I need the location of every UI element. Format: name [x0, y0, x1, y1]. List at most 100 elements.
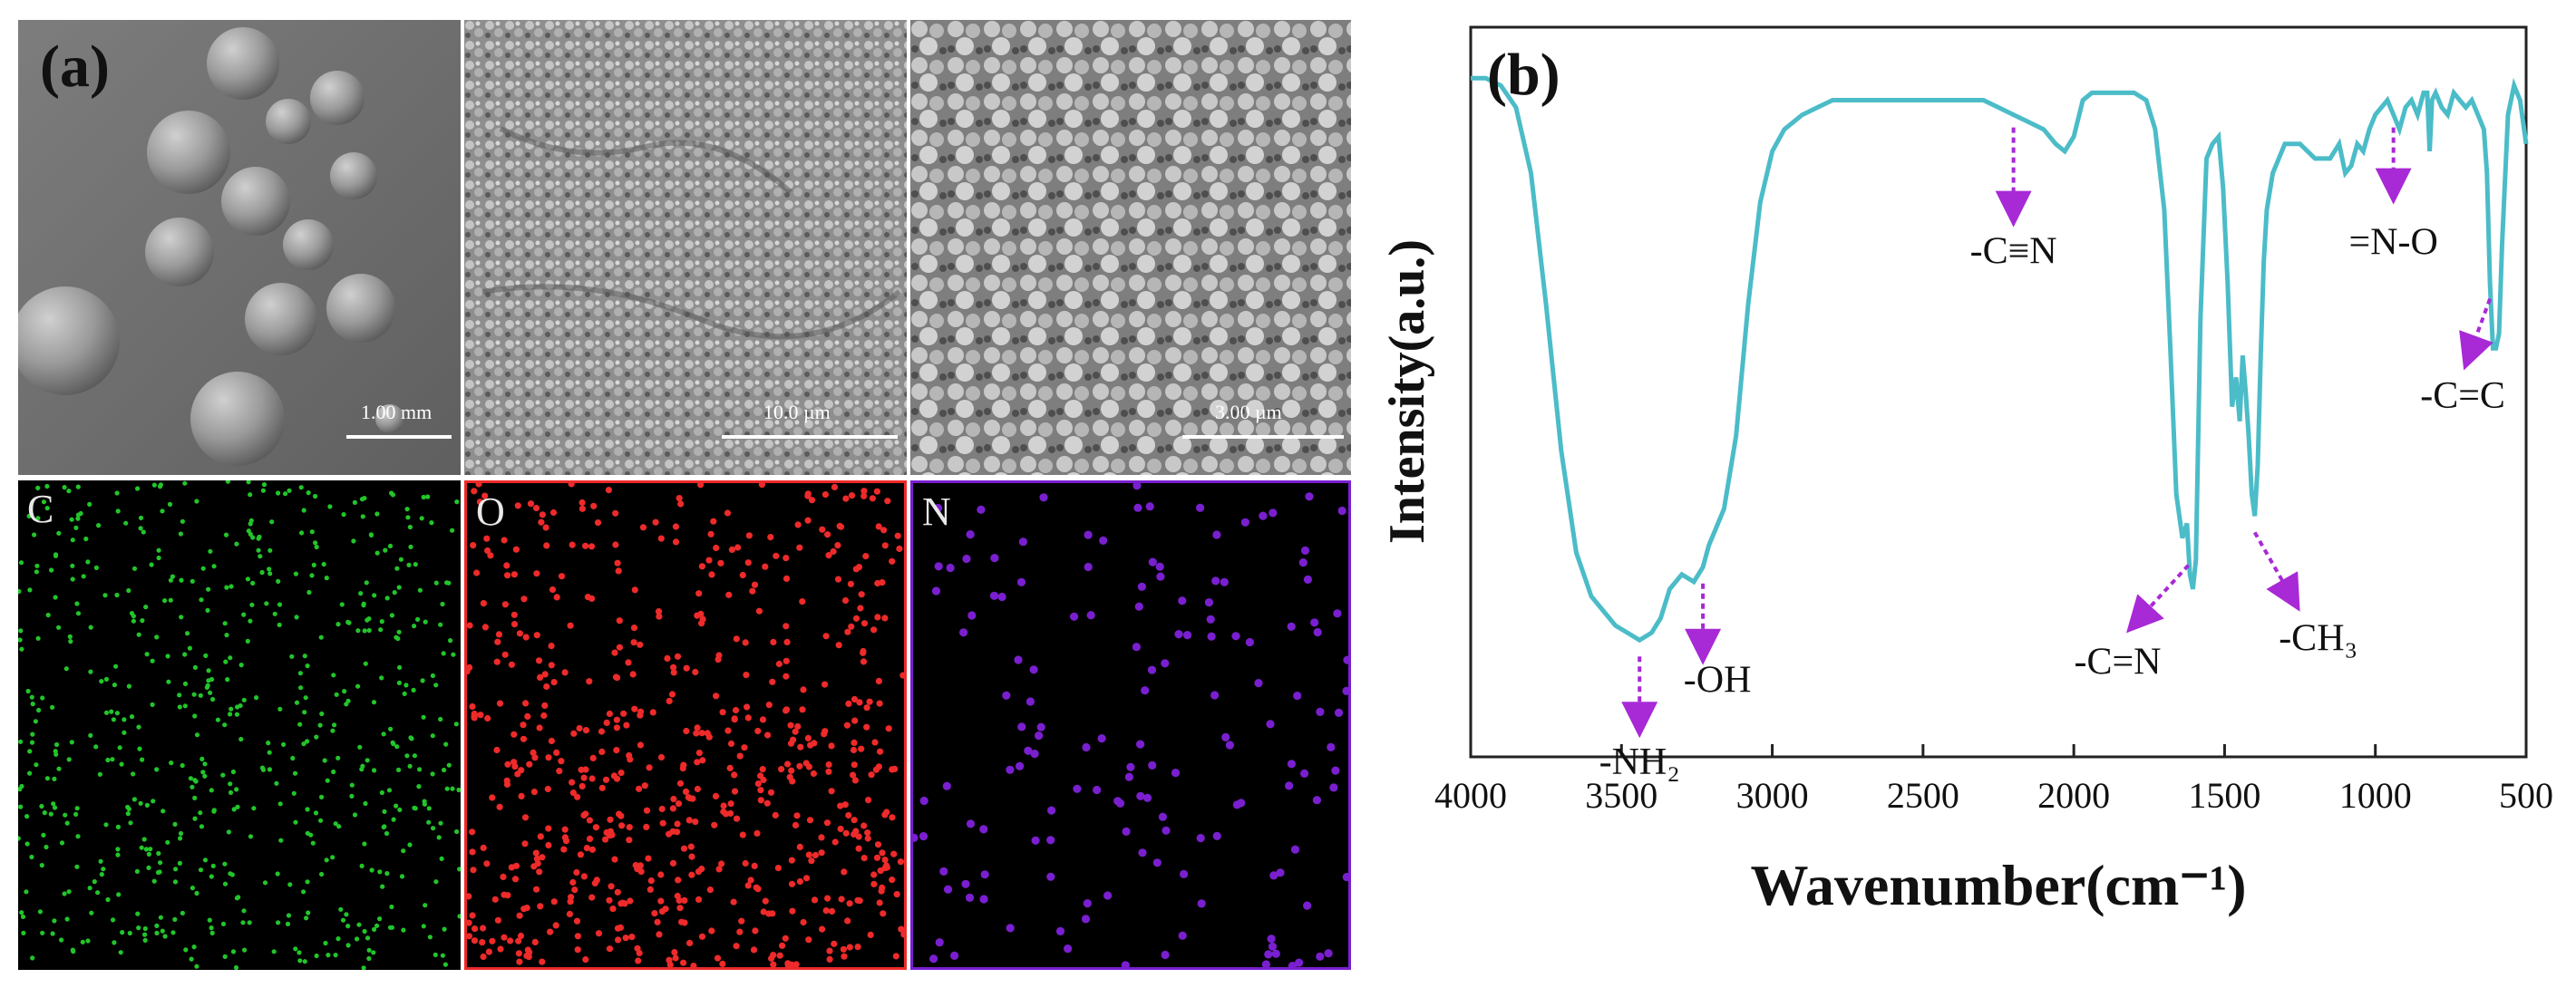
eds-dot	[438, 622, 443, 627]
eds-dot	[770, 961, 777, 967]
eds-dot	[177, 693, 182, 698]
eds-dot	[36, 707, 42, 713]
eds-dot	[136, 632, 141, 637]
eds-dot	[241, 612, 247, 617]
eds-dot	[238, 663, 244, 668]
eds-dot	[56, 766, 62, 771]
eds-dot	[102, 593, 108, 598]
eds-dot	[639, 524, 647, 531]
eds-dot	[397, 807, 403, 812]
eds-dot	[35, 485, 41, 490]
eds-dot	[166, 679, 171, 684]
eds-dot	[804, 492, 812, 499]
eds-dot	[669, 859, 677, 867]
eds-dot	[1333, 609, 1342, 618]
eds-dot	[421, 494, 426, 500]
eds-dot	[822, 907, 830, 915]
eds-dot	[860, 620, 869, 627]
eds-dot	[1016, 761, 1025, 770]
eds-dot	[1178, 596, 1187, 605]
eds-dot	[616, 810, 623, 818]
eds-dot	[537, 833, 544, 840]
eds-dot	[658, 805, 666, 813]
sem-high-mag-graphic	[910, 20, 1351, 475]
eds-dot	[657, 897, 665, 905]
eds-dot	[59, 937, 64, 943]
eds-dot	[361, 965, 366, 970]
eds-dot	[372, 926, 377, 932]
eds-dot	[962, 554, 971, 564]
eds-dot	[779, 942, 786, 949]
eds-dot	[811, 896, 819, 904]
eds-dot	[223, 532, 229, 538]
eds-dot	[210, 863, 216, 868]
eds-dot	[586, 835, 594, 842]
eds-dot	[158, 860, 163, 866]
eds-dot	[715, 866, 723, 873]
eds-dot	[621, 900, 628, 907]
eds-dot	[450, 786, 455, 791]
eds-dot	[446, 762, 452, 768]
eds-dot	[345, 619, 351, 625]
eds-dot	[254, 695, 259, 701]
eds-dot	[177, 704, 182, 710]
eds-dot	[199, 597, 204, 603]
eds-dot	[580, 774, 588, 781]
eds-dot	[148, 847, 153, 852]
eds-dot	[169, 760, 174, 766]
eds-dot	[794, 521, 802, 528]
eds-dot	[536, 868, 543, 876]
eds-dot	[359, 863, 365, 868]
eds-dot	[24, 841, 30, 847]
eds-dot	[162, 598, 168, 604]
eds-dot	[851, 777, 859, 784]
eds-dot	[1287, 760, 1296, 769]
eds-dot	[545, 825, 552, 832]
eds-dot	[552, 922, 559, 929]
eds-dot	[1155, 562, 1164, 571]
scale-label: 1.00 mm	[361, 401, 433, 423]
eds-dot	[126, 806, 131, 812]
eds-dot	[179, 577, 184, 583]
eds-dot	[652, 518, 659, 526]
eds-dot	[179, 615, 184, 620]
eds-dot	[70, 563, 75, 568]
eds-dot	[526, 760, 533, 768]
eds-dot	[206, 668, 211, 673]
eds-dot	[202, 857, 209, 863]
eds-dot	[187, 645, 192, 651]
eds-dot	[257, 534, 262, 539]
eds-dot	[304, 915, 309, 921]
eds-dot	[842, 495, 850, 502]
eds-dot	[480, 925, 487, 932]
eds-dot	[1036, 722, 1045, 731]
eds-dot	[850, 746, 858, 754]
eds-dot	[657, 871, 665, 878]
eds-dot	[806, 817, 814, 824]
eds-dot	[860, 647, 867, 655]
eds-dot	[178, 531, 183, 537]
eds-dot	[485, 948, 492, 955]
eds-dot	[656, 931, 663, 938]
eds-dot	[582, 542, 589, 549]
eds-dot	[539, 511, 546, 518]
eds-dot	[510, 621, 519, 628]
eds-dot	[646, 764, 653, 771]
eds-dot	[598, 784, 606, 791]
eds-dot	[586, 817, 593, 824]
eds-dot	[835, 642, 842, 649]
eds-dot	[294, 615, 299, 620]
eds-dot	[697, 483, 705, 489]
eds-dot	[698, 866, 705, 873]
eds-dot	[844, 628, 851, 635]
eds-dot	[724, 727, 732, 734]
eds-dot	[847, 580, 854, 587]
eds-dot	[583, 845, 590, 852]
eds-dot	[417, 587, 423, 593]
eds-dot	[467, 933, 472, 940]
eds-dot	[770, 638, 777, 645]
eds-dot	[297, 671, 303, 676]
eds-dot	[802, 760, 810, 767]
eds-dot	[430, 673, 435, 679]
eds-dot	[1122, 827, 1131, 836]
